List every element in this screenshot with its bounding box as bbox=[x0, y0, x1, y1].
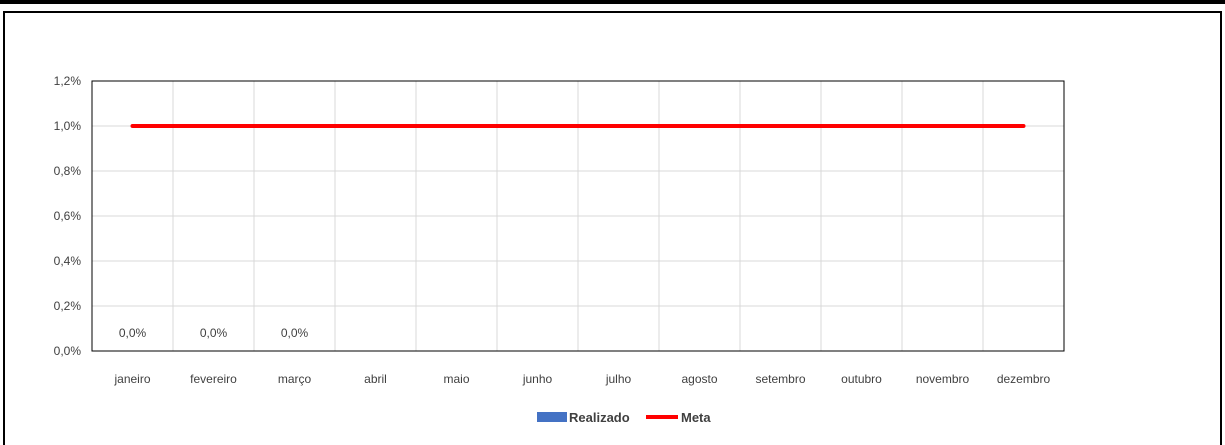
x-tick-label: fevereiro bbox=[190, 372, 237, 386]
x-tick-label: março bbox=[278, 372, 312, 386]
legend-label: Meta bbox=[681, 410, 711, 425]
y-tick-label: 0,6% bbox=[54, 209, 82, 223]
legend-label: Realizado bbox=[569, 410, 630, 425]
data-labels: 0,0% 0,0% 0,0% bbox=[119, 326, 309, 340]
x-tick-label: dezembro bbox=[997, 372, 1051, 386]
x-tick-label: agosto bbox=[681, 372, 717, 386]
x-tick-label: maio bbox=[443, 372, 469, 386]
data-label: 0,0% bbox=[281, 326, 309, 340]
border-top bbox=[3, 11, 1222, 13]
x-tick-label: julho bbox=[605, 372, 632, 386]
data-label: 0,0% bbox=[119, 326, 147, 340]
y-tick-label: 1,0% bbox=[54, 119, 82, 133]
x-tick-label: janeiro bbox=[113, 372, 150, 386]
border-right bbox=[1220, 12, 1222, 445]
x-tick-label: novembro bbox=[916, 372, 970, 386]
top-rule bbox=[0, 0, 1225, 4]
legend: Realizado Meta bbox=[537, 410, 711, 425]
legend-swatch-bar bbox=[537, 412, 567, 422]
y-tick-label: 0,4% bbox=[54, 254, 82, 268]
y-tick-label: 1,2% bbox=[54, 74, 82, 88]
y-tick-label: 0,8% bbox=[54, 164, 82, 178]
x-tick-label: outubro bbox=[841, 372, 882, 386]
data-label: 0,0% bbox=[200, 326, 228, 340]
y-ticks: 0,0% 0,2% 0,4% 0,6% 0,8% 1,0% 1,2% bbox=[54, 74, 82, 358]
y-tick-label: 0,2% bbox=[54, 299, 82, 313]
border-left bbox=[3, 12, 5, 445]
grid bbox=[91, 80, 1065, 352]
x-ticks: janeiro fevereiro março abril maio junho julho… bbox=[113, 372, 1050, 386]
x-tick-label: abril bbox=[364, 372, 387, 386]
plot-area-border bbox=[91, 80, 1065, 352]
x-tick-label: setembro bbox=[755, 372, 805, 386]
x-tick-label: junho bbox=[522, 372, 553, 386]
y-tick-label: 0,0% bbox=[54, 344, 82, 358]
